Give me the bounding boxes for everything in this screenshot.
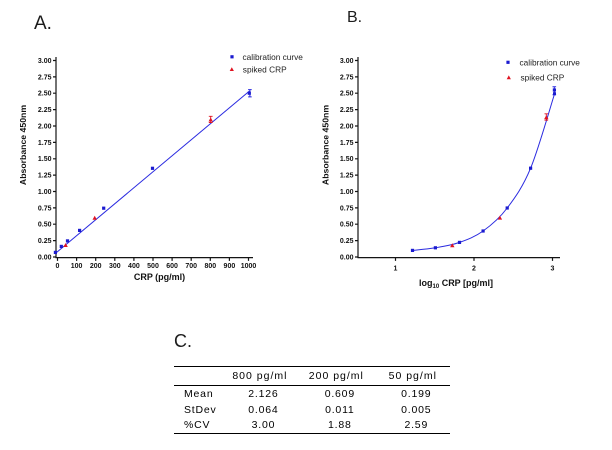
svg-text:Absorbance 450nm: Absorbance 450nm (18, 105, 28, 185)
svg-text:2.25: 2.25 (340, 107, 354, 114)
svg-text:calibration curve: calibration curve (520, 57, 581, 67)
svg-text:0: 0 (56, 263, 60, 270)
svg-text:1.00: 1.00 (340, 189, 354, 196)
svg-text:2.00: 2.00 (38, 123, 52, 130)
svg-text:log10 CRP [pg/ml]: log10 CRP [pg/ml] (419, 278, 493, 290)
svg-text:1.50: 1.50 (38, 156, 52, 163)
svg-text:1.75: 1.75 (340, 140, 354, 147)
svg-text:Absorbance 450nm: Absorbance 450nm (321, 105, 331, 185)
svg-text:0.75: 0.75 (340, 205, 354, 212)
svg-text:3.00: 3.00 (38, 58, 52, 65)
svg-text:calibration curve: calibration curve (243, 52, 304, 62)
svg-text:300: 300 (109, 263, 121, 270)
svg-text:0.50: 0.50 (340, 222, 354, 229)
svg-text:2.75: 2.75 (340, 74, 354, 81)
svg-text:3: 3 (551, 266, 555, 273)
svg-text:0.50: 0.50 (38, 222, 52, 229)
svg-text:600: 600 (166, 263, 178, 270)
svg-text:1.25: 1.25 (340, 173, 354, 180)
svg-text:1.00: 1.00 (38, 189, 52, 196)
svg-text:500: 500 (147, 263, 159, 270)
svg-text:2.75: 2.75 (38, 74, 52, 81)
svg-text:2.25: 2.25 (38, 107, 52, 114)
svg-text:0.25: 0.25 (340, 238, 354, 245)
svg-text:0.75: 0.75 (38, 205, 52, 212)
svg-text:1.25: 1.25 (38, 173, 52, 180)
svg-text:1000: 1000 (241, 263, 257, 270)
svg-text:400: 400 (128, 263, 140, 270)
svg-text:spiked CRP: spiked CRP (243, 65, 287, 75)
svg-text:700: 700 (185, 263, 197, 270)
svg-text:2.00: 2.00 (340, 123, 354, 130)
svg-text:800: 800 (204, 263, 216, 270)
svg-text:0.25: 0.25 (38, 238, 52, 245)
svg-text:1.75: 1.75 (38, 140, 52, 147)
svg-text:2: 2 (472, 266, 476, 273)
svg-text:0.00: 0.00 (340, 254, 354, 261)
svg-text:1: 1 (394, 266, 398, 273)
svg-text:3.00: 3.00 (340, 58, 354, 65)
svg-text:1.50: 1.50 (340, 156, 354, 163)
svg-text:CRP (pg/ml): CRP (pg/ml) (134, 272, 185, 282)
svg-text:2.50: 2.50 (340, 91, 354, 98)
svg-text:900: 900 (224, 263, 236, 270)
svg-text:spiked CRP: spiked CRP (521, 72, 565, 82)
svg-text:200: 200 (90, 263, 102, 270)
svg-text:100: 100 (71, 263, 83, 270)
svg-text:0.00: 0.00 (38, 254, 52, 261)
svg-text:2.50: 2.50 (38, 91, 52, 98)
